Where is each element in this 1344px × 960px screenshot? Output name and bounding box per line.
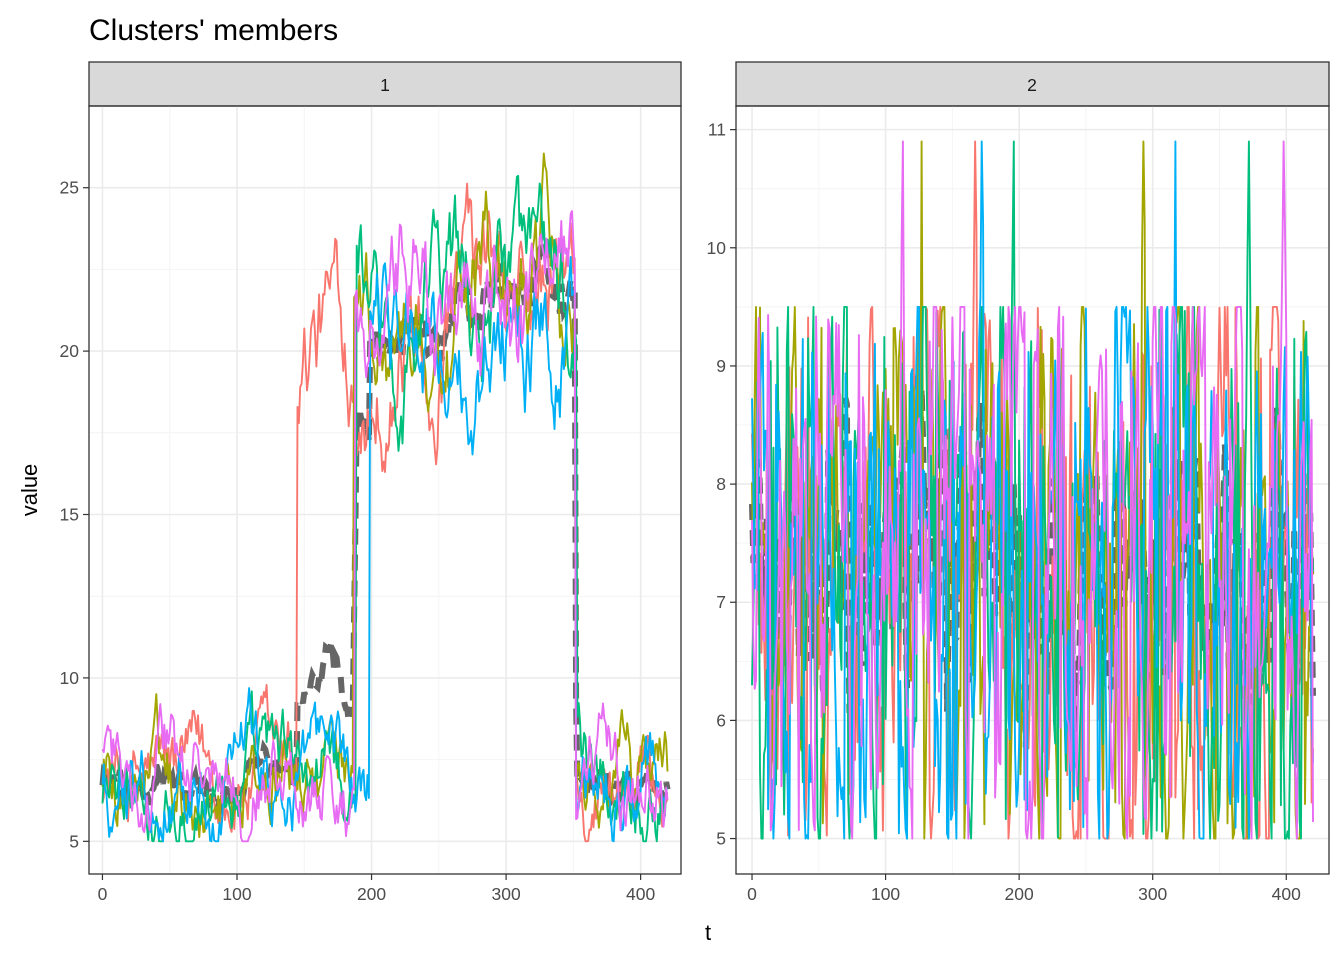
x-tick-label: 400 xyxy=(1272,884,1301,904)
panel-2-series xyxy=(749,140,1316,840)
x-tick-label: 100 xyxy=(871,884,900,904)
y-tick-label: 5 xyxy=(69,831,79,851)
series-line-4 xyxy=(101,256,668,843)
y-tick-label: 9 xyxy=(716,356,726,376)
series-line-5 xyxy=(751,140,1314,840)
panel-2-strip-label: 2 xyxy=(1027,75,1037,95)
series-line-5 xyxy=(101,210,669,843)
chart-title: Clusters' members xyxy=(89,14,338,47)
x-tick-label: 300 xyxy=(491,884,520,904)
y-tick-label: 5 xyxy=(716,829,726,849)
panel-1-series xyxy=(99,152,671,843)
x-tick-label: 400 xyxy=(626,884,655,904)
panel-2: 2 0 100 200 300 400 5 6 7 8 9 10 11 xyxy=(707,61,1330,904)
panel-2-y-axis: 5 6 7 8 9 10 11 xyxy=(707,120,736,849)
panel-1-strip-label: 1 xyxy=(380,75,390,95)
panel-1-y-axis: 5 10 15 20 25 xyxy=(60,178,89,851)
y-tick-label: 15 xyxy=(60,505,79,525)
y-tick-label: 11 xyxy=(708,120,726,140)
y-tick-label: 10 xyxy=(60,668,80,688)
y-tick-label: 25 xyxy=(60,178,79,198)
panel-1-x-axis: 0 100 200 300 400 xyxy=(98,874,656,904)
panel-2-border xyxy=(735,105,1330,875)
series-line-3 xyxy=(101,174,669,843)
x-tick-label: 0 xyxy=(747,884,757,904)
panel-1: 1 0 100 200 300 400 5 10 15 20 25 xyxy=(60,61,682,904)
centroid-line xyxy=(99,244,671,818)
x-tick-label: 200 xyxy=(357,884,386,904)
panel-1-border xyxy=(88,105,682,875)
y-axis-title: value xyxy=(17,464,42,517)
x-tick-label: 300 xyxy=(1138,884,1167,904)
y-tick-label: 6 xyxy=(716,710,726,730)
x-axis-title: t xyxy=(705,920,711,945)
series-line-2 xyxy=(101,152,669,839)
panel-2-x-axis: 0 100 200 300 400 xyxy=(747,874,1301,904)
panel-2-strip xyxy=(735,61,1330,107)
y-tick-label: 7 xyxy=(716,592,726,612)
y-tick-label: 20 xyxy=(60,341,80,361)
y-tick-label: 10 xyxy=(707,238,727,258)
panel-1-strip xyxy=(88,61,682,107)
series-line-1 xyxy=(101,182,669,843)
x-tick-label: 200 xyxy=(1005,884,1034,904)
y-tick-label: 8 xyxy=(716,474,726,494)
x-tick-label: 100 xyxy=(222,884,251,904)
x-tick-label: 0 xyxy=(98,884,108,904)
